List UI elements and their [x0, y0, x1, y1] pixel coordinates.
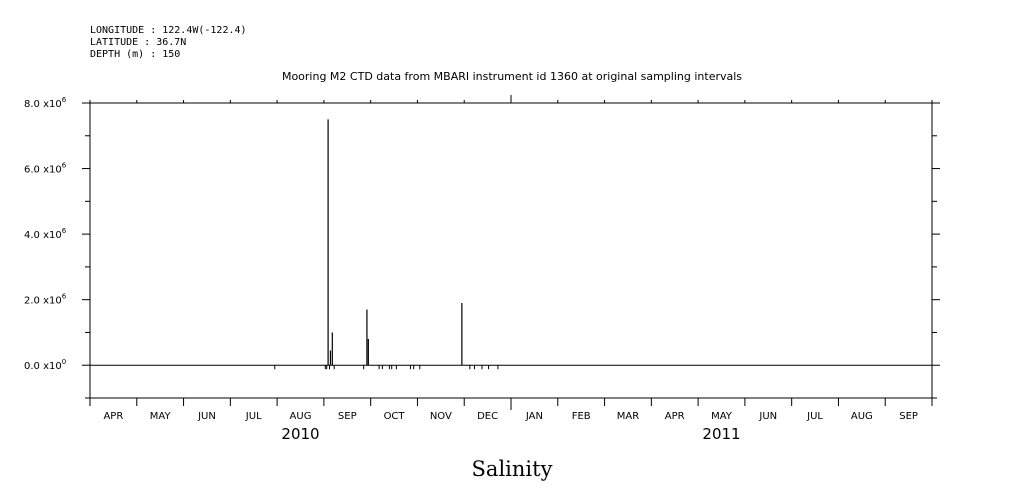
- x-month-label: JUN: [758, 411, 777, 422]
- x-month-label: MAR: [617, 411, 639, 422]
- x-month-label: OCT: [384, 411, 406, 422]
- y-tick-label: 6.0 x106: [24, 162, 67, 176]
- x-month-label: MAY: [150, 411, 172, 422]
- x-month-label: JUL: [806, 411, 823, 422]
- chart-title: Mooring M2 CTD data from MBARI instrumen…: [282, 70, 742, 83]
- x-month-label: NOV: [430, 411, 452, 422]
- x-month-label: JUN: [197, 411, 216, 422]
- y-tick-label: 8.0 x106: [24, 96, 67, 110]
- x-month-label: AUG: [851, 411, 873, 422]
- latitude-label: LATITUDE : 36.7N: [90, 37, 187, 48]
- x-axis-variable-label: Salinity: [472, 457, 553, 481]
- x-month-label: APR: [665, 411, 685, 422]
- y-tick-label: 4.0 x106: [24, 227, 67, 241]
- x-month-label: APR: [103, 411, 123, 422]
- x-month-label: JAN: [525, 411, 543, 422]
- depth-label: DEPTH (m) : 150: [90, 49, 181, 60]
- x-month-label: MAY: [711, 411, 733, 422]
- x-month-label: FEB: [572, 411, 591, 422]
- y-tick-label: 2.0 x106: [24, 293, 67, 307]
- x-year-label: 2010: [281, 425, 319, 443]
- x-month-label: JUL: [245, 411, 262, 422]
- x-month-label: AUG: [290, 411, 312, 422]
- x-month-label: SEP: [899, 411, 918, 422]
- x-month-label: SEP: [338, 411, 357, 422]
- y-tick-label: 0.0 x100: [24, 358, 66, 372]
- x-month-label: DEC: [477, 411, 498, 422]
- plot-frame: [89, 102, 933, 399]
- x-year-label: 2011: [702, 425, 740, 443]
- longitude-label: LONGITUDE : 122.4W(-122.4): [90, 25, 247, 36]
